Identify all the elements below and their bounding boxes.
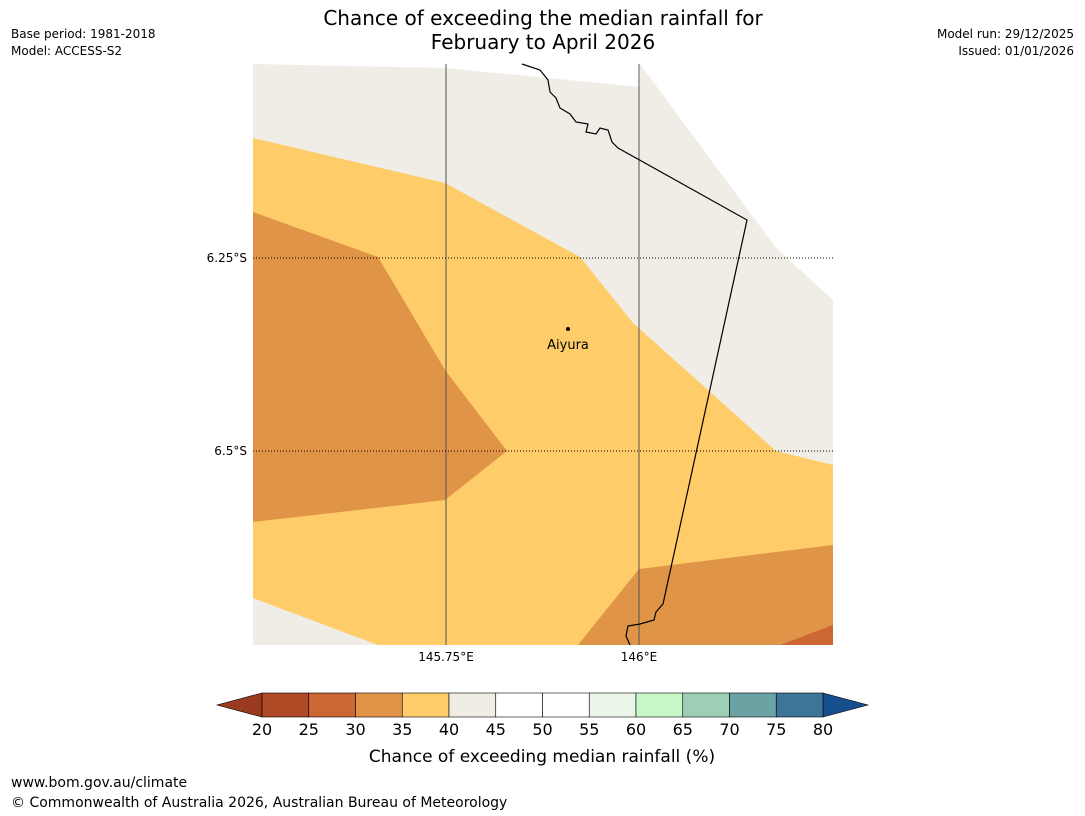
colorbar-swatch — [401, 692, 450, 718]
colorbar-tick-label: 30 — [345, 720, 365, 739]
colorbar-swatch — [682, 692, 730, 718]
colorbar-tick-label: 35 — [392, 720, 412, 739]
colorbar-tick-label: 40 — [439, 720, 459, 739]
colorbar-over-arrow — [822, 692, 870, 718]
no-data-mask-top — [253, 64, 640, 87]
colorbar-swatch — [729, 692, 777, 718]
colorbar-tick-label: 80 — [813, 720, 833, 739]
colorbar-swatch — [542, 692, 590, 718]
lon-label-146: 146°E — [621, 650, 658, 664]
model-run: Model run: 29/12/2025 — [936, 27, 1074, 41]
lon-label-145-75: 145.75°E — [418, 650, 474, 664]
footer-url[interactable]: www.bom.gov.au/climate — [11, 775, 188, 791]
colorbar-tick-label: 70 — [719, 720, 739, 739]
colorbar-swatch — [355, 692, 403, 718]
colorbar-swatch — [448, 692, 497, 718]
colorbar-tick-label: 65 — [673, 720, 693, 739]
region-30-35 — [253, 212, 507, 522]
issued-date: Issued: 01/01/2026 — [958, 44, 1074, 58]
colorbar-tick-label: 55 — [579, 720, 599, 739]
no-data-mask — [640, 64, 833, 300]
colorbar-tick-label: 25 — [299, 720, 319, 739]
chart-title: Chance of exceeding the median rainfall … — [243, 6, 843, 54]
colorbar-swatch — [308, 692, 356, 718]
colorbar-swatch — [635, 692, 684, 718]
meta-right: Model run: 29/12/2025 Issued: 01/01/2026 — [937, 26, 1074, 60]
province-border — [521, 63, 748, 646]
region-25-30 — [780, 625, 833, 645]
region-40-45-southwest — [253, 598, 378, 645]
region-30-35-south — [578, 545, 833, 645]
region-35-40 — [253, 138, 833, 645]
colorbar-swatch — [261, 692, 310, 718]
colorbar: 20 25 30 35 40 45 50 55 60 65 70 75 80 — [215, 692, 870, 739]
title-line-2: February to April 2026 — [430, 30, 656, 54]
base-period: Base period: 1981-2018 — [11, 27, 156, 41]
meta-left: Base period: 1981-2018 Model: ACCESS-S2 — [11, 26, 156, 60]
colorbar-tick-label: 60 — [626, 720, 646, 739]
lat-label-6-25: 6.25°S — [207, 251, 247, 265]
footer-copyright: © Commonwealth of Australia 2026, Austra… — [11, 795, 508, 811]
place-marker[interactable] — [566, 327, 570, 331]
colorbar-under-arrow — [215, 692, 263, 718]
lat-label-6-5: 6.5°S — [214, 444, 247, 458]
title-line-1: Chance of exceeding the median rainfall … — [323, 6, 763, 30]
model-name: Model: ACCESS-S2 — [11, 44, 123, 58]
colorbar-title: Chance of exceeding median rainfall (%) — [369, 747, 715, 767]
colorbar-tick-label: 50 — [532, 720, 552, 739]
colorbar-tick-label: 20 — [252, 720, 272, 739]
colorbar-tick-label: 45 — [486, 720, 506, 739]
map-area[interactable] — [253, 64, 833, 645]
colorbar-swatch — [775, 692, 824, 718]
colorbar-swatch — [588, 692, 637, 718]
colorbar-swatch — [495, 692, 543, 718]
place-label: Aiyura — [547, 338, 589, 353]
colorbar-tick-label: 75 — [766, 720, 786, 739]
